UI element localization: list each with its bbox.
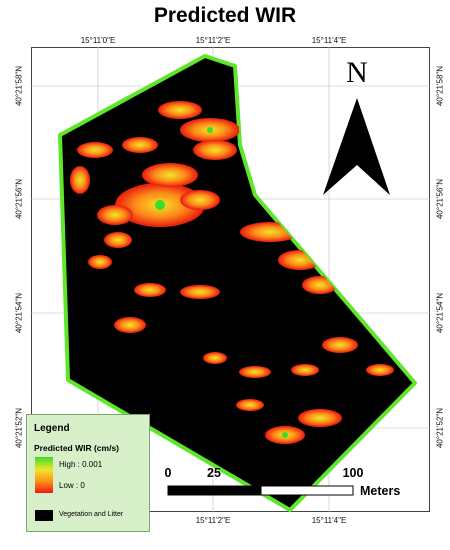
vegetation-swatch — [35, 510, 53, 521]
legend-low-label: Low : 0 — [59, 481, 85, 490]
lon-tick-label: 15°11'4"E — [311, 36, 347, 45]
legend-vegetation-label: Vegetation and Litter — [59, 511, 124, 518]
scale-bar — [167, 485, 354, 496]
lon-tick-label: 15°11'0"E — [80, 36, 116, 45]
map-title: Predicted WIR — [153, 4, 297, 27]
north-arrow-icon: N — [323, 56, 390, 195]
legend-panel: Legend Predicted WIR (cm/s) High : 0.001… — [26, 414, 150, 532]
legend-layer-title: Predicted WIR (cm/s) — [34, 443, 120, 453]
wir-raster — [70, 101, 394, 444]
lon-tick-label: 15°11'4"E — [311, 516, 347, 525]
north-label: N — [346, 56, 368, 89]
scale-unit-label: Meters — [360, 484, 401, 498]
lon-tick-label: 15°11'2"E — [195, 516, 231, 525]
legend-title: Legend — [34, 423, 70, 434]
legend-high-label: High : 0.001 — [59, 460, 103, 469]
lon-tick-label: 15°11'2"E — [195, 36, 231, 45]
scale-tick-label: 0 — [164, 466, 172, 480]
scale-tick-label: 25 — [207, 466, 221, 480]
scale-tick-label: 100 — [342, 466, 364, 480]
color-ramp-swatch — [35, 457, 53, 493]
scale-tick-label: 50 — [254, 466, 268, 480]
